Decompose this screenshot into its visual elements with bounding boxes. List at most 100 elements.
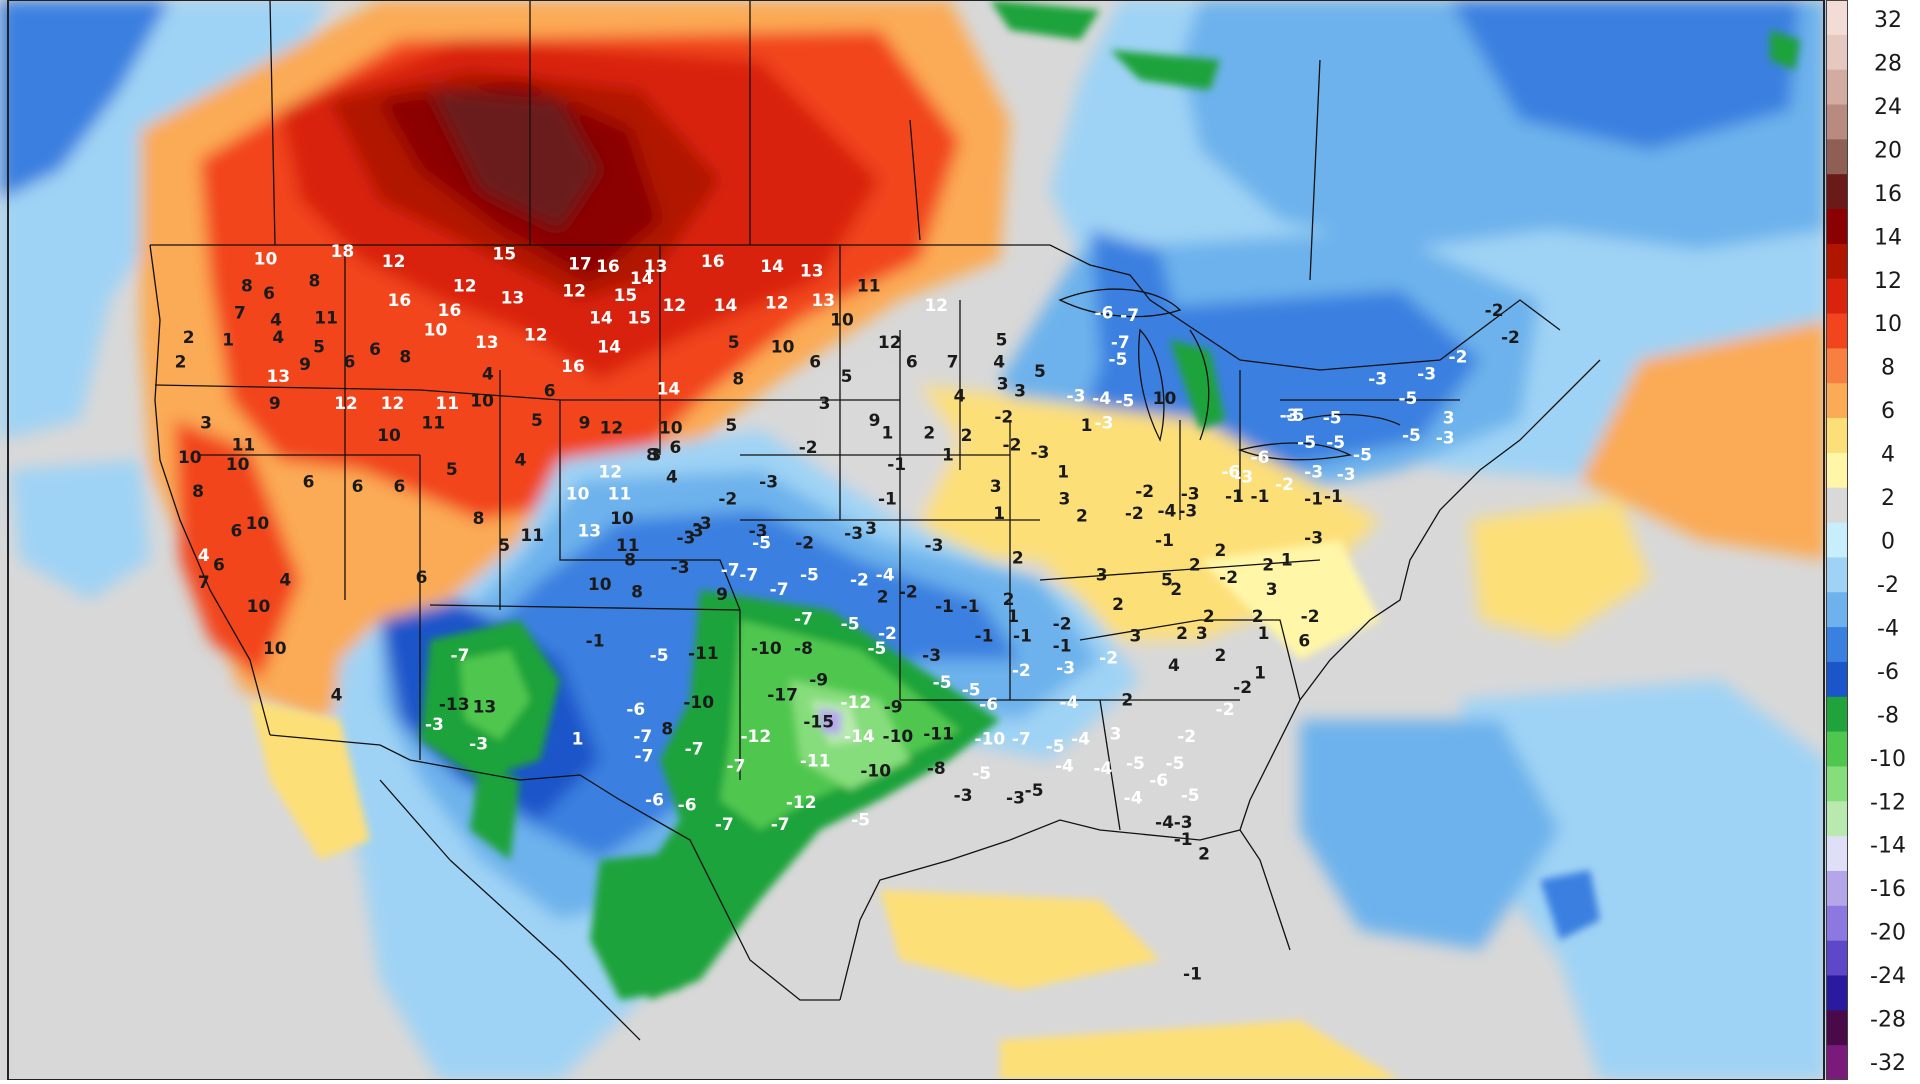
- anomaly-label: -5: [1046, 737, 1065, 757]
- anomaly-label: 6: [213, 556, 225, 576]
- anomaly-label: -3: [1056, 659, 1075, 679]
- legend-swatch: [1826, 313, 1848, 349]
- anomaly-label: -7: [1120, 306, 1139, 326]
- anomaly-label: -3: [954, 786, 973, 806]
- anomaly-label: -3: [1234, 467, 1253, 487]
- anomaly-label: -3: [1095, 414, 1114, 434]
- anomaly-label: 10: [470, 392, 494, 412]
- legend-swatch: [1826, 766, 1848, 802]
- anomaly-label: -3: [1067, 387, 1086, 407]
- anomaly-label: -5: [1402, 426, 1421, 446]
- legend-tick-label: 10: [1874, 312, 1902, 337]
- legend-tick-label: 0: [1881, 530, 1895, 555]
- anomaly-label: 5: [498, 536, 510, 556]
- anomaly-label: -1: [1155, 531, 1174, 551]
- anomaly-label: -5: [1109, 350, 1128, 370]
- anomaly-label: 11: [421, 414, 445, 434]
- anomaly-label: -11: [800, 752, 831, 772]
- legend-tick-label: -20: [1870, 921, 1906, 946]
- anomaly-label: 17: [568, 254, 592, 274]
- anomaly-label: -2: [1449, 347, 1468, 367]
- anomaly-label: 6: [544, 382, 556, 402]
- anomaly-label: -12: [841, 693, 872, 713]
- anomaly-label: -2: [1216, 700, 1235, 720]
- anomaly-label: 2: [1189, 556, 1201, 576]
- anomaly-label: 5: [1034, 362, 1046, 382]
- anomaly-label: -5: [1353, 445, 1372, 465]
- anomaly-label: 12: [562, 281, 586, 301]
- anomaly-label: -4: [876, 565, 895, 585]
- anomaly-label: -3: [1436, 428, 1455, 448]
- anomaly-label: 3: [650, 445, 662, 465]
- anomaly-label: 10: [588, 575, 612, 595]
- anomaly-label: 10: [178, 448, 202, 468]
- anomaly-label: 9: [716, 585, 728, 605]
- legend-swatch: [1826, 836, 1848, 872]
- anomaly-label: 11: [608, 485, 632, 505]
- anomaly-label: -5: [867, 639, 886, 659]
- anomaly-label: 13: [811, 291, 835, 311]
- anomaly-label: 1: [1258, 624, 1270, 644]
- anomaly-label: -11: [688, 644, 719, 664]
- anomaly-label: -3: [1337, 465, 1356, 485]
- anomaly-label: 8: [624, 551, 636, 571]
- anomaly-label: 6: [263, 284, 275, 304]
- anomaly-label: 5: [841, 367, 853, 387]
- anomaly-label: 15: [614, 286, 638, 306]
- anomaly-label: -3: [1304, 529, 1323, 549]
- anomaly-label: 14: [714, 296, 738, 316]
- anomaly-label: 11: [616, 536, 640, 556]
- legend-swatch: [1826, 870, 1848, 907]
- anomaly-label: -2: [1099, 649, 1118, 669]
- anomaly-label: 10: [246, 514, 270, 534]
- anomaly-label: 12: [878, 333, 902, 353]
- anomaly-label: -3: [1178, 502, 1197, 522]
- anomaly-label: 4: [270, 311, 282, 331]
- anomaly-label: -5: [1326, 433, 1345, 453]
- anomaly-label: 12: [600, 419, 624, 439]
- anomaly-label: 14: [760, 257, 784, 277]
- anomaly-label: 4: [198, 546, 210, 566]
- anomaly-label: -3: [1174, 813, 1193, 833]
- anomaly-label: 11: [314, 308, 338, 328]
- anomaly-label: 2: [1170, 580, 1182, 600]
- anomaly-label: 3: [997, 374, 1009, 394]
- anomaly-label: 10: [254, 250, 278, 270]
- anomaly-label: 3: [1443, 409, 1455, 429]
- anomaly-label: 16: [388, 291, 412, 311]
- legend-tick-label: -10: [1870, 747, 1906, 772]
- anomaly-label: 3: [865, 519, 877, 539]
- anomaly-label: -10: [975, 730, 1006, 750]
- anomaly-label: -3: [1368, 370, 1387, 390]
- anomaly-label: -6: [1095, 303, 1114, 323]
- anomaly-label: -10: [683, 693, 714, 713]
- anomaly-label: -5: [1166, 754, 1185, 774]
- legend-tick-label: -12: [1870, 790, 1906, 815]
- anomaly-label: 4: [279, 570, 291, 590]
- anomaly-label: 2: [961, 426, 973, 446]
- anomaly-label: -1: [1183, 965, 1202, 985]
- anomaly-label: -3: [1006, 788, 1025, 808]
- anomaly-label: 11: [435, 394, 459, 414]
- legend-swatch: [1826, 348, 1848, 384]
- anomaly-label: -5: [650, 646, 669, 666]
- anomaly-label: 12: [334, 394, 358, 414]
- anomaly-label: -2: [1501, 328, 1520, 348]
- legend-tick-label: 2: [1881, 486, 1895, 511]
- anomaly-label: 10: [830, 311, 854, 331]
- legend-tick-labels: 322824201614121086420-2-4-6-8-10-12-14-1…: [1870, 8, 1906, 1076]
- anomaly-label: 4: [1168, 656, 1180, 676]
- anomaly-label: -7: [721, 561, 740, 581]
- anomaly-label: -5: [962, 681, 981, 701]
- anomaly-label: 16: [438, 301, 462, 321]
- anomaly-label: 9: [579, 414, 591, 434]
- anomaly-label: 5: [728, 333, 740, 353]
- anomaly-label: -2: [899, 583, 918, 603]
- anomaly-label: 8: [732, 370, 744, 390]
- anomaly-label: 6: [809, 352, 821, 372]
- anomaly-label: -5: [972, 764, 991, 784]
- anomaly-label: 5: [313, 338, 325, 358]
- anomaly-label: -2: [1125, 504, 1144, 524]
- anomaly-label: 14: [597, 338, 621, 358]
- anomaly-label: 13: [475, 333, 499, 353]
